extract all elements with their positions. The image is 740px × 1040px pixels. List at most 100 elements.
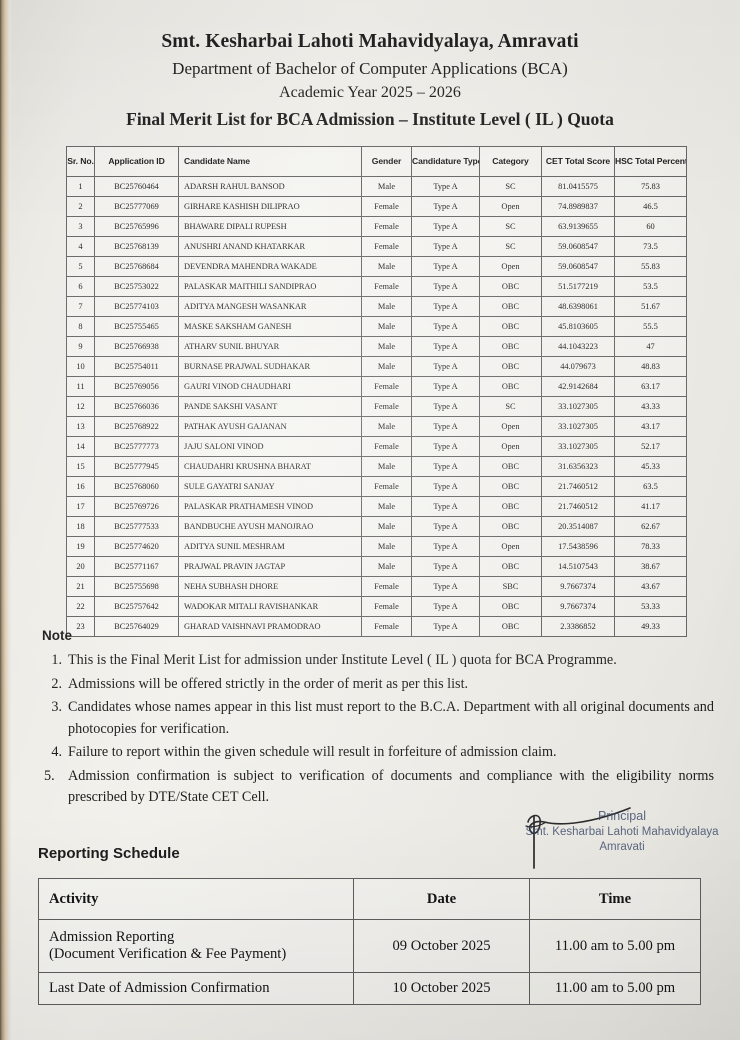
cell-category: OBC — [479, 516, 542, 537]
principal-stamp: Principal Smt. Kesharbai Lahoti Mahavidy… — [508, 808, 736, 856]
cell-candidate-name: ADITYA SUNIL MESHRAM — [178, 536, 362, 557]
cell-hsc-total-percentage: 52.17 — [614, 436, 687, 457]
table-row: 23 BC25764029 GHARAD VAISHNAVI PRAMODRAO Fe… — [66, 616, 687, 637]
table-row: 7 BC25774103 ADITYA MANGESH WASANKAR Male Ty… — [66, 296, 687, 317]
cell-category: SC — [479, 396, 542, 417]
cell-candidate-name: JAJU SALONI VINOD — [178, 436, 362, 457]
cell-gender: Female — [361, 436, 412, 457]
cell-candidature-type: Type A — [411, 476, 480, 497]
cell-application-id: BC25771167 — [94, 556, 179, 577]
schedule-cell-activity: Admission Reporting (Document Verificatio… — [38, 919, 354, 973]
cell-candidature-type: Type A — [411, 176, 480, 197]
cell-gender: Male — [361, 556, 412, 577]
cell-category: OBC — [479, 496, 542, 517]
cell-sr-no: 22 — [66, 596, 95, 617]
cell-candidature-type: Type A — [411, 316, 480, 337]
cell-cet-total-score: 45.8103605 — [541, 316, 615, 337]
cell-category: Open — [479, 436, 542, 457]
cell-hsc-total-percentage: 43.17 — [614, 416, 687, 437]
cell-candidate-name: ADITYA MANGESH WASANKAR — [178, 296, 362, 317]
cell-sr-no: 18 — [66, 516, 95, 537]
cell-application-id: BC25764029 — [94, 616, 179, 637]
table-row: 11 BC25769056 GAURI VINOD CHAUDHARI Female T… — [66, 376, 687, 397]
document-header: Smt. Kesharbai Lahoti Mahavidyalaya, Amr… — [0, 30, 740, 131]
cell-gender: Male — [361, 336, 412, 357]
cell-candidate-name: PANDE SAKSHI VASANT — [178, 396, 362, 417]
cell-candidature-type: Type A — [411, 516, 480, 537]
cell-gender: Male — [361, 316, 412, 337]
cell-candidature-type: Type A — [411, 356, 480, 377]
cell-sr-no: 6 — [66, 276, 95, 297]
cell-candidate-name: MASKE SAKSHAM GANESH — [178, 316, 362, 337]
cell-application-id: BC25755465 — [94, 316, 179, 337]
merit-list-table-container: Sr. No. Application ID Candidate Name Ge… — [66, 146, 687, 637]
cell-hsc-total-percentage: 49.33 — [614, 616, 687, 637]
cell-candidate-name: BANDBUCHE AYUSH MANOJRAO — [178, 516, 362, 537]
schedule-activity-sub: (Document Verification & Fee Payment) — [49, 946, 287, 962]
cell-candidate-name: GAURI VINOD CHAUDHARI — [178, 376, 362, 397]
cell-application-id: BC25765996 — [94, 216, 179, 237]
cell-sr-no: 13 — [66, 416, 95, 437]
cell-cet-total-score: 17.5438596 — [541, 536, 615, 557]
table-row: 19 BC25774620 ADITYA SUNIL MESHRAM Male Type… — [66, 536, 687, 557]
cell-gender: Male — [361, 356, 412, 377]
cell-hsc-total-percentage: 63.17 — [614, 376, 687, 397]
cell-category: OBC — [479, 276, 542, 297]
cell-candidature-type: Type A — [411, 496, 480, 517]
schedule-activity-main: Admission Reporting — [49, 929, 175, 945]
cell-candidate-name: NEHA SUBHASH DHORE — [178, 576, 362, 597]
reporting-schedule-container: Activity Date Time Admission Reporting (D… — [38, 878, 701, 1005]
cell-gender: Male — [361, 256, 412, 277]
cell-gender: Female — [361, 276, 412, 297]
table-row: 10 BC25754011 BURNASE PRAJWAL SUDHAKAR Male… — [66, 356, 687, 377]
cell-candidate-name: ADARSH RAHUL BANSOD — [178, 176, 362, 197]
cell-sr-no: 3 — [66, 216, 95, 237]
stamp-city: Amravati — [599, 841, 645, 854]
cell-cet-total-score: 21.7460512 — [541, 476, 615, 497]
cell-gender: Female — [361, 236, 412, 257]
cell-gender: Female — [361, 476, 412, 497]
cell-cet-total-score: 33.1027305 — [541, 396, 615, 417]
cell-sr-no: 17 — [66, 496, 95, 517]
cell-category: SC — [479, 216, 542, 237]
table-row: 9 BC25766938 ATHARV SUNIL BHUYAR Male Type A… — [66, 336, 687, 357]
cell-candidate-name: GIRHARE KASHISH DILIPRAO — [178, 196, 362, 217]
table-row: 22 BC25757642 WADOKAR MITALI RAVISHANKAR Fe… — [66, 596, 687, 617]
table-row: 5 BC25768684 DEVENDRA MAHENDRA WAKADE Male T… — [66, 256, 687, 277]
table-row: 21 BC25755698 NEHA SUBHASH DHORE Female Type… — [66, 576, 687, 597]
cell-category: Open — [479, 196, 542, 217]
reporting-schedule-table: Activity Date Time Admission Reporting (D… — [38, 878, 701, 1005]
cell-category: OBC — [479, 476, 542, 497]
cell-candidate-name: GHARAD VAISHNAVI PRAMODRAO — [178, 616, 362, 637]
cell-candidature-type: Type A — [411, 296, 480, 317]
cell-hsc-total-percentage: 53.33 — [614, 596, 687, 617]
cell-cet-total-score: 51.5177219 — [541, 276, 615, 297]
cell-candidature-type: Type A — [411, 436, 480, 457]
cell-sr-no: 15 — [66, 456, 95, 477]
cell-cet-total-score: 33.1027305 — [541, 436, 615, 457]
table-row: 6 BC25753022 PALASKAR MAITHILI SANDIPRAO Fe… — [66, 276, 687, 297]
column-header-sr-no: Sr. No. — [66, 146, 95, 177]
note-item: Failure to report within the given sched… — [44, 742, 557, 763]
cell-candidature-type: Type A — [411, 396, 480, 417]
cell-candidate-name: BURNASE PRAJWAL SUDHAKAR — [178, 356, 362, 377]
table-row: 20 BC25771167 PRAJWAL PRAVIN JAGTAP Male Typ… — [66, 556, 687, 577]
cell-category: Open — [479, 256, 542, 277]
cell-cet-total-score: 81.0415575 — [541, 176, 615, 197]
department-name: Department of Bachelor of Computer Appli… — [172, 58, 568, 78]
cell-candidature-type: Type A — [411, 416, 480, 437]
cell-cet-total-score: 48.6398061 — [541, 296, 615, 317]
cell-gender: Female — [361, 216, 412, 237]
cell-candidature-type: Type A — [411, 536, 480, 557]
cell-category: OBC — [479, 596, 542, 617]
cell-candidate-name: SULE GAYATRI SANJAY — [178, 476, 362, 497]
cell-candidature-type: Type A — [411, 276, 480, 297]
cell-hsc-total-percentage: 60 — [614, 216, 687, 237]
table-row: 14 BC25777773 JAJU SALONI VINOD Female Type … — [66, 436, 687, 457]
column-header-hsc-total-percentage: HSC Total Percentage — [614, 146, 687, 177]
merit-list-table: Sr. No. Application ID Candidate Name Ge… — [66, 146, 687, 637]
table-row: 8 BC25755465 MASKE SAKSHAM GANESH Male Type … — [66, 316, 687, 337]
cell-hsc-total-percentage: 46.5 — [614, 196, 687, 217]
cell-gender: Male — [361, 416, 412, 437]
